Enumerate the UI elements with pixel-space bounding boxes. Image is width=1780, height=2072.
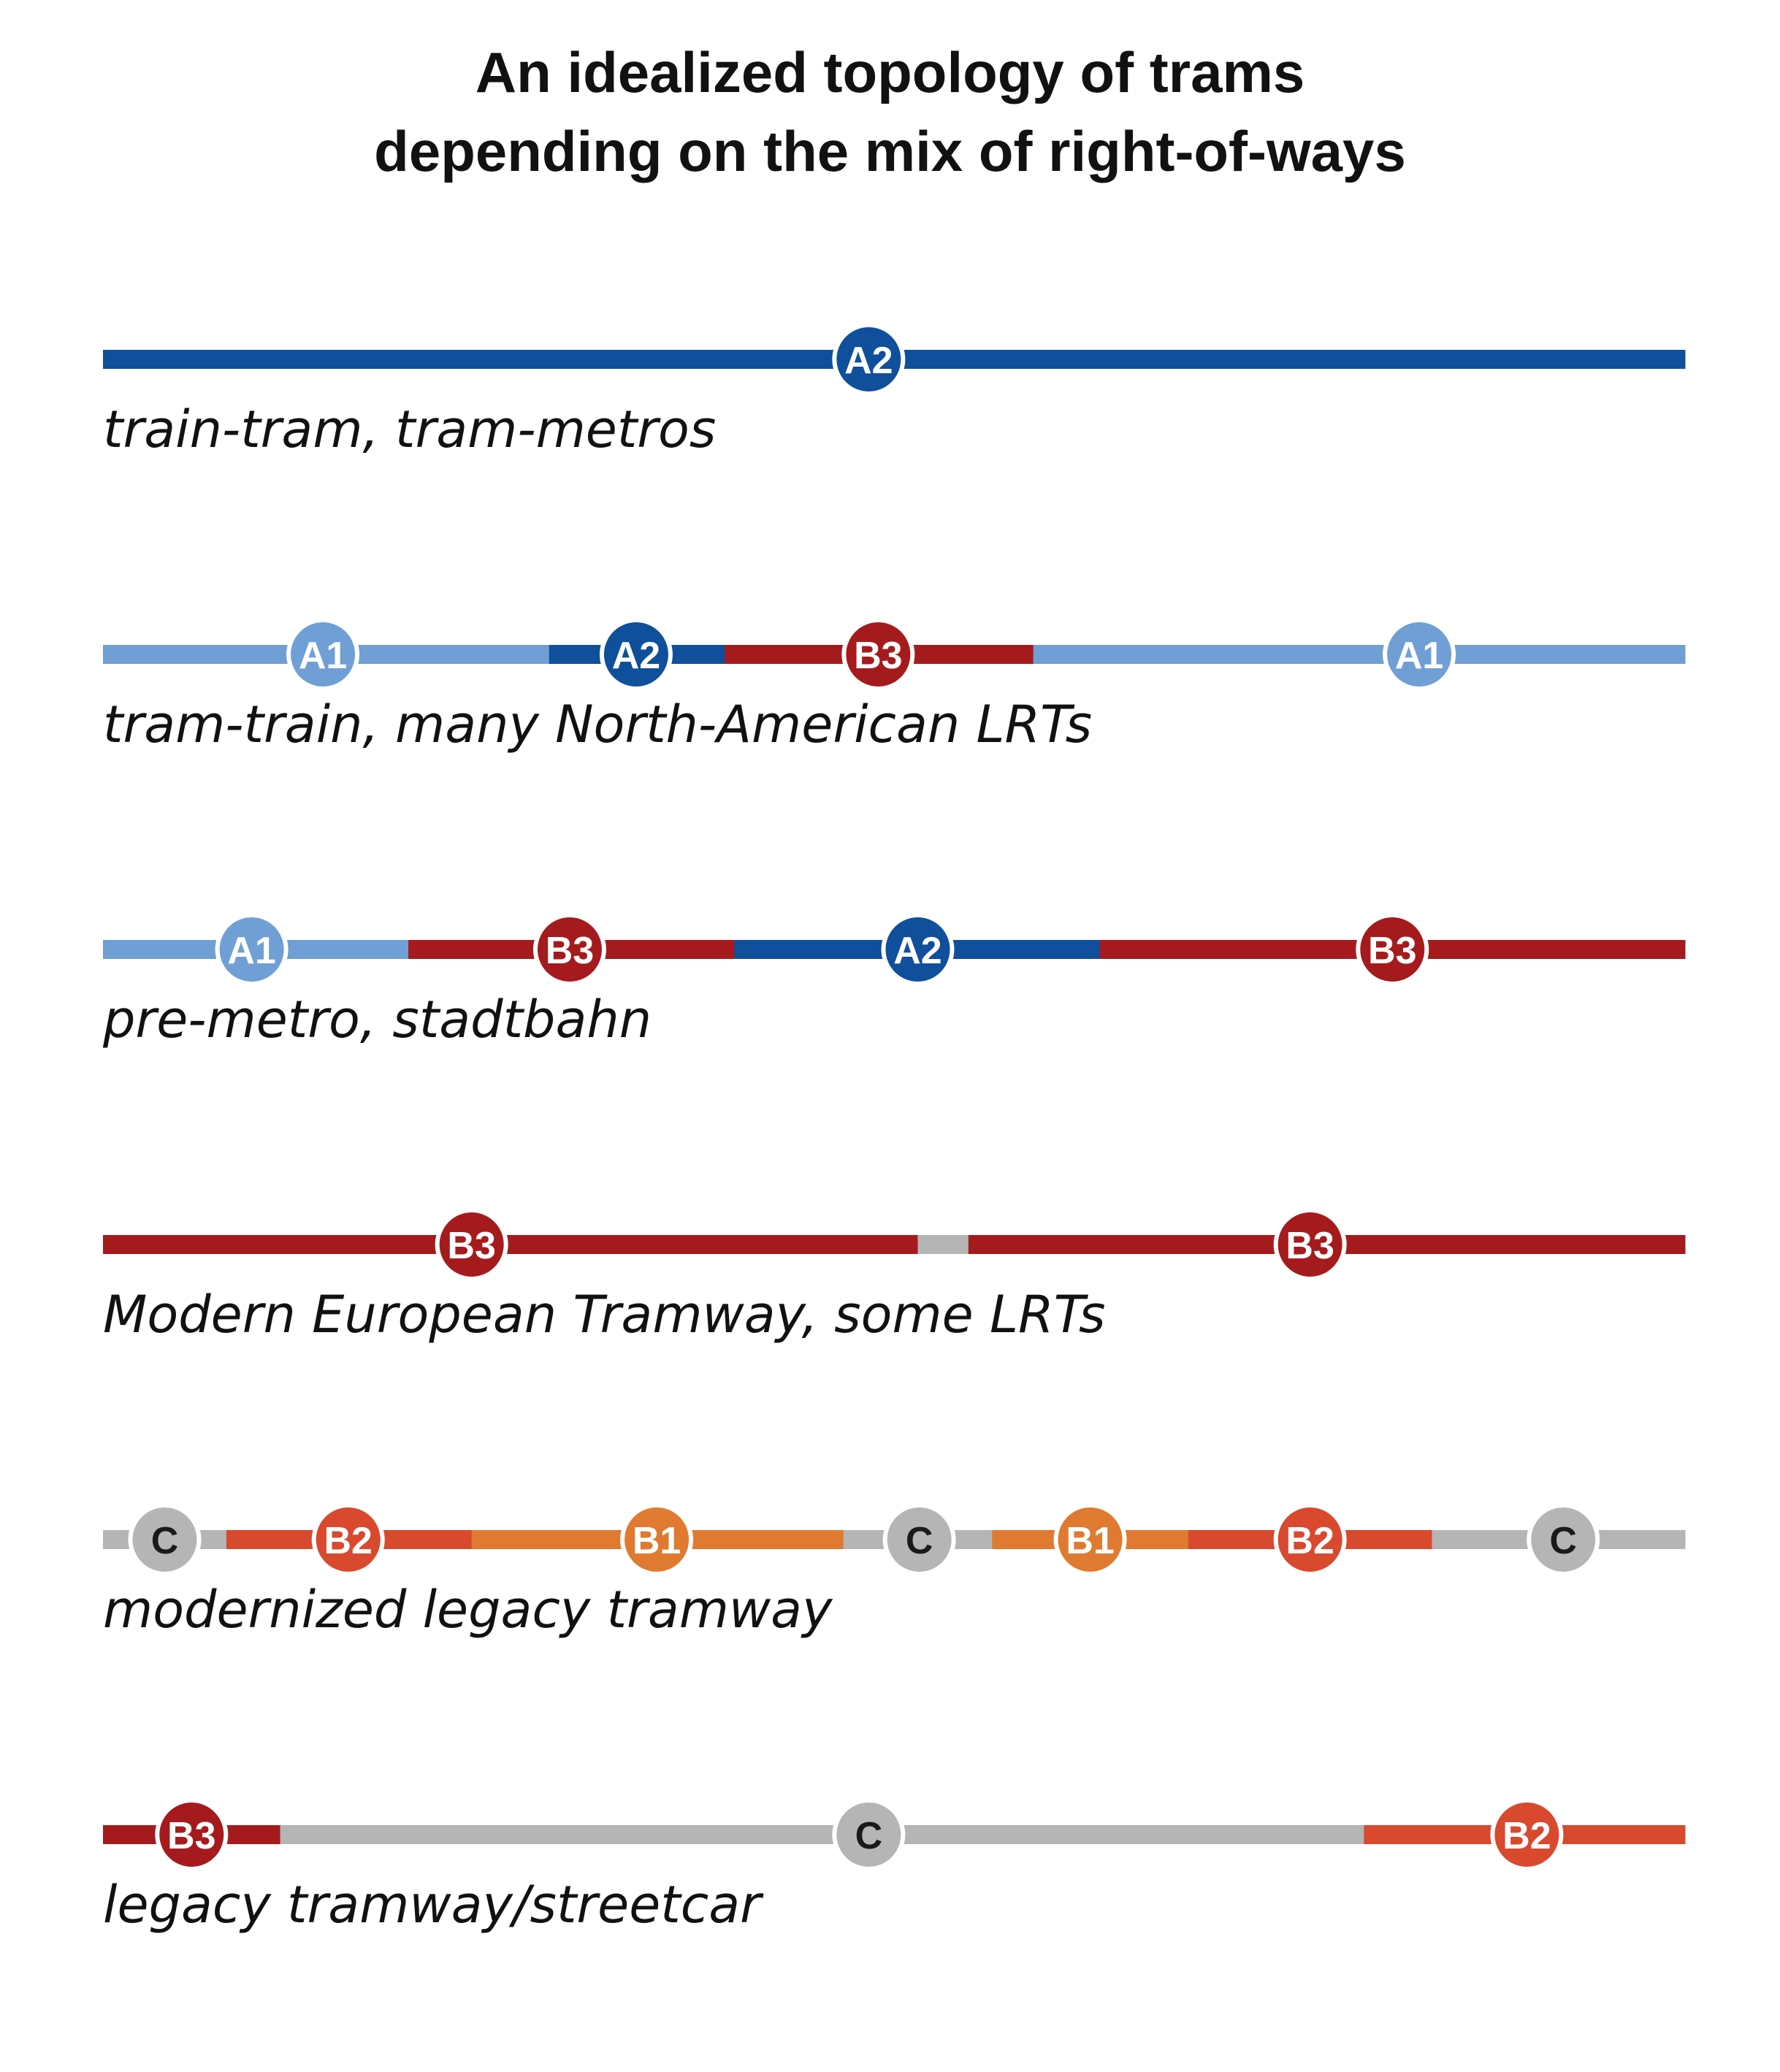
station-circle [215, 913, 289, 986]
station-label: B3 [1368, 930, 1416, 972]
station-label: B2 [1502, 1815, 1551, 1857]
row-caption-tram-train: tram-train, many North-American LRTs [103, 695, 1093, 754]
station-label: B3 [1286, 1225, 1334, 1267]
station-label: B1 [633, 1520, 681, 1562]
route-row-3: A1 B3 A2 B3 [103, 913, 1686, 986]
route-segment-a1 [1033, 645, 1686, 664]
station-badge-b3: B3 [1356, 913, 1429, 986]
station-badge-b2: B2 [1490, 1798, 1564, 1871]
station-circle [599, 618, 673, 691]
station-circle [832, 1798, 906, 1871]
station-label: C [855, 1815, 883, 1857]
station-badge-b3: B3 [841, 618, 915, 691]
station-circle [1053, 1503, 1127, 1576]
station-circle [155, 1798, 229, 1871]
station-label: B2 [324, 1520, 372, 1562]
row-caption-train-tram: train-tram, tram-metros [103, 400, 717, 459]
route-segment-c [917, 1235, 969, 1254]
station-badge-b2: B2 [1273, 1503, 1347, 1576]
row-caption-modern-european: Modern European Tramway, some LRTs [103, 1285, 1106, 1345]
station-badge-b3: B3 [155, 1798, 229, 1871]
station-label: A2 [844, 340, 893, 382]
station-circle [286, 618, 360, 691]
row-caption-modernized-legacy: modernized legacy tramway [103, 1580, 833, 1640]
title-line-2: depending on the mix of right-of-ways [374, 119, 1406, 183]
station-label: B1 [1066, 1520, 1114, 1562]
station-label: A2 [893, 930, 941, 972]
route-segment-b3 [103, 1235, 918, 1254]
station-circle [882, 1503, 956, 1576]
station-badge-b1: B1 [1053, 1503, 1127, 1576]
station-badge-a1: A1 [215, 913, 289, 986]
station-label: C [906, 1520, 933, 1562]
station-badge-c: C [128, 1503, 202, 1576]
station-badge-a1: A1 [1383, 618, 1456, 691]
station-badge-b1: B1 [620, 1503, 694, 1576]
station-badge-c: C [832, 1798, 906, 1871]
station-circle [832, 323, 906, 396]
station-label: C [151, 1520, 179, 1562]
station-label: B3 [447, 1225, 495, 1267]
station-circle [128, 1503, 202, 1576]
station-circle [841, 618, 915, 691]
station-badge-c: C [1527, 1503, 1600, 1576]
station-badge-c: C [882, 1503, 956, 1576]
station-circle [1383, 618, 1456, 691]
station-label: C [1549, 1520, 1577, 1562]
station-badge-b3: B3 [1273, 1208, 1347, 1281]
station-circle [1490, 1798, 1564, 1871]
row-caption-pre-metro: pre-metro, stadtbahn [103, 990, 652, 1050]
station-label: B3 [854, 635, 902, 677]
station-badge-b3: B3 [532, 913, 606, 986]
station-label: B3 [167, 1815, 215, 1857]
station-label: B2 [1286, 1520, 1334, 1562]
station-badge-a2: A2 [832, 323, 906, 396]
station-badge-b3: B3 [435, 1208, 508, 1281]
station-label: A1 [299, 635, 347, 677]
row-caption-legacy-streetcar: legacy tramway/streetcar [103, 1875, 761, 1935]
station-circle [1527, 1503, 1600, 1576]
station-label: A1 [1395, 635, 1443, 677]
route-row-5: C B2 B1 C B1 B2 C [103, 1503, 1686, 1576]
station-label: B3 [546, 930, 594, 972]
station-badge-a2: A2 [599, 618, 673, 691]
station-badge-a1: A1 [286, 618, 360, 691]
station-circle [311, 1503, 385, 1576]
station-label: A1 [227, 930, 275, 972]
station-badge-b2: B2 [311, 1503, 385, 1576]
station-label: A2 [612, 635, 660, 677]
station-circle [1356, 913, 1429, 986]
station-circle [1273, 1503, 1347, 1576]
route-row-2: A1 A2 B3 A1 [103, 618, 1686, 691]
station-circle [620, 1503, 694, 1576]
title-line-1: An idealized topology of trams [475, 40, 1305, 104]
station-circle [435, 1208, 508, 1281]
station-badge-a2: A2 [881, 913, 955, 986]
route-row-4: B3 B3 [103, 1208, 1686, 1281]
station-circle [532, 913, 606, 986]
route-segment-c [280, 1825, 1364, 1844]
route-row-1: A2 [103, 323, 1686, 396]
route-row-6: B3 C B2 [103, 1798, 1686, 1871]
station-circle [1273, 1208, 1347, 1281]
station-circle [881, 913, 955, 986]
